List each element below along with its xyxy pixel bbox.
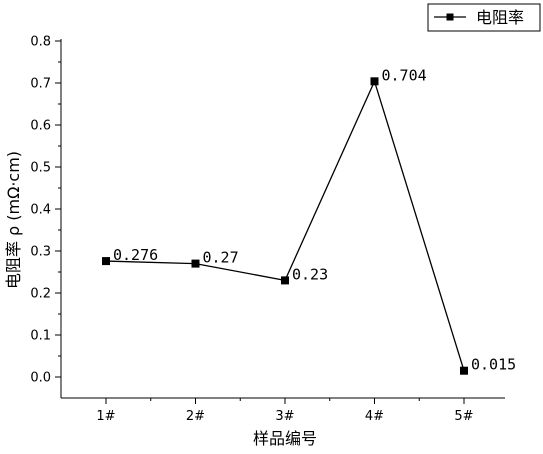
y-axis-ticks: 0.0 0.1 0.2 0.3 0.4 0.5 0.6 0.7 0.8 (30, 35, 61, 386)
x-axis-ticks: 1# 2# 3# 4# 5# (96, 398, 474, 424)
y-tick-label: 0.3 (30, 245, 51, 260)
y-tick-label: 0.7 (30, 77, 51, 92)
series-line (105, 79, 465, 371)
series-markers (102, 77, 468, 375)
data-label: 0.23 (292, 265, 328, 283)
data-point (370, 77, 379, 86)
data-point (281, 276, 289, 285)
x-tick-label: 4# (365, 409, 384, 424)
data-label: 0.704 (382, 66, 427, 84)
legend: 电阻率 (427, 3, 541, 32)
y-tick-label: 0.0 (30, 371, 51, 386)
data-label: 0.015 (471, 356, 516, 374)
x-tick-label: 2# (186, 409, 205, 424)
data-label: 0.276 (113, 246, 158, 264)
legend-marker (446, 13, 454, 21)
y-tick-label: 0.6 (30, 119, 51, 134)
y-tick-label: 0.1 (30, 329, 51, 344)
x-axis-title: 样品编号 (253, 429, 317, 448)
y-tick-label: 0.8 (30, 35, 51, 50)
data-label: 0.27 (203, 249, 239, 267)
y-tick-label: 0.5 (30, 161, 51, 176)
plot-frame (60, 39, 505, 399)
data-labels: 0.276 0.27 0.23 0.704 0.015 (113, 66, 516, 373)
legend-label: 电阻率 (476, 8, 524, 27)
y-axis-title: 电阻率 ρ (mΩ·cm) (4, 151, 23, 289)
data-point (460, 366, 468, 375)
y-tick-label: 0.2 (30, 287, 51, 302)
data-point (191, 259, 200, 268)
data-point (102, 257, 110, 266)
x-tick-label: 1# (96, 409, 115, 424)
y-tick-label: 0.4 (30, 203, 51, 218)
x-tick-label: 5# (454, 409, 473, 424)
x-tick-label: 3# (275, 409, 294, 424)
